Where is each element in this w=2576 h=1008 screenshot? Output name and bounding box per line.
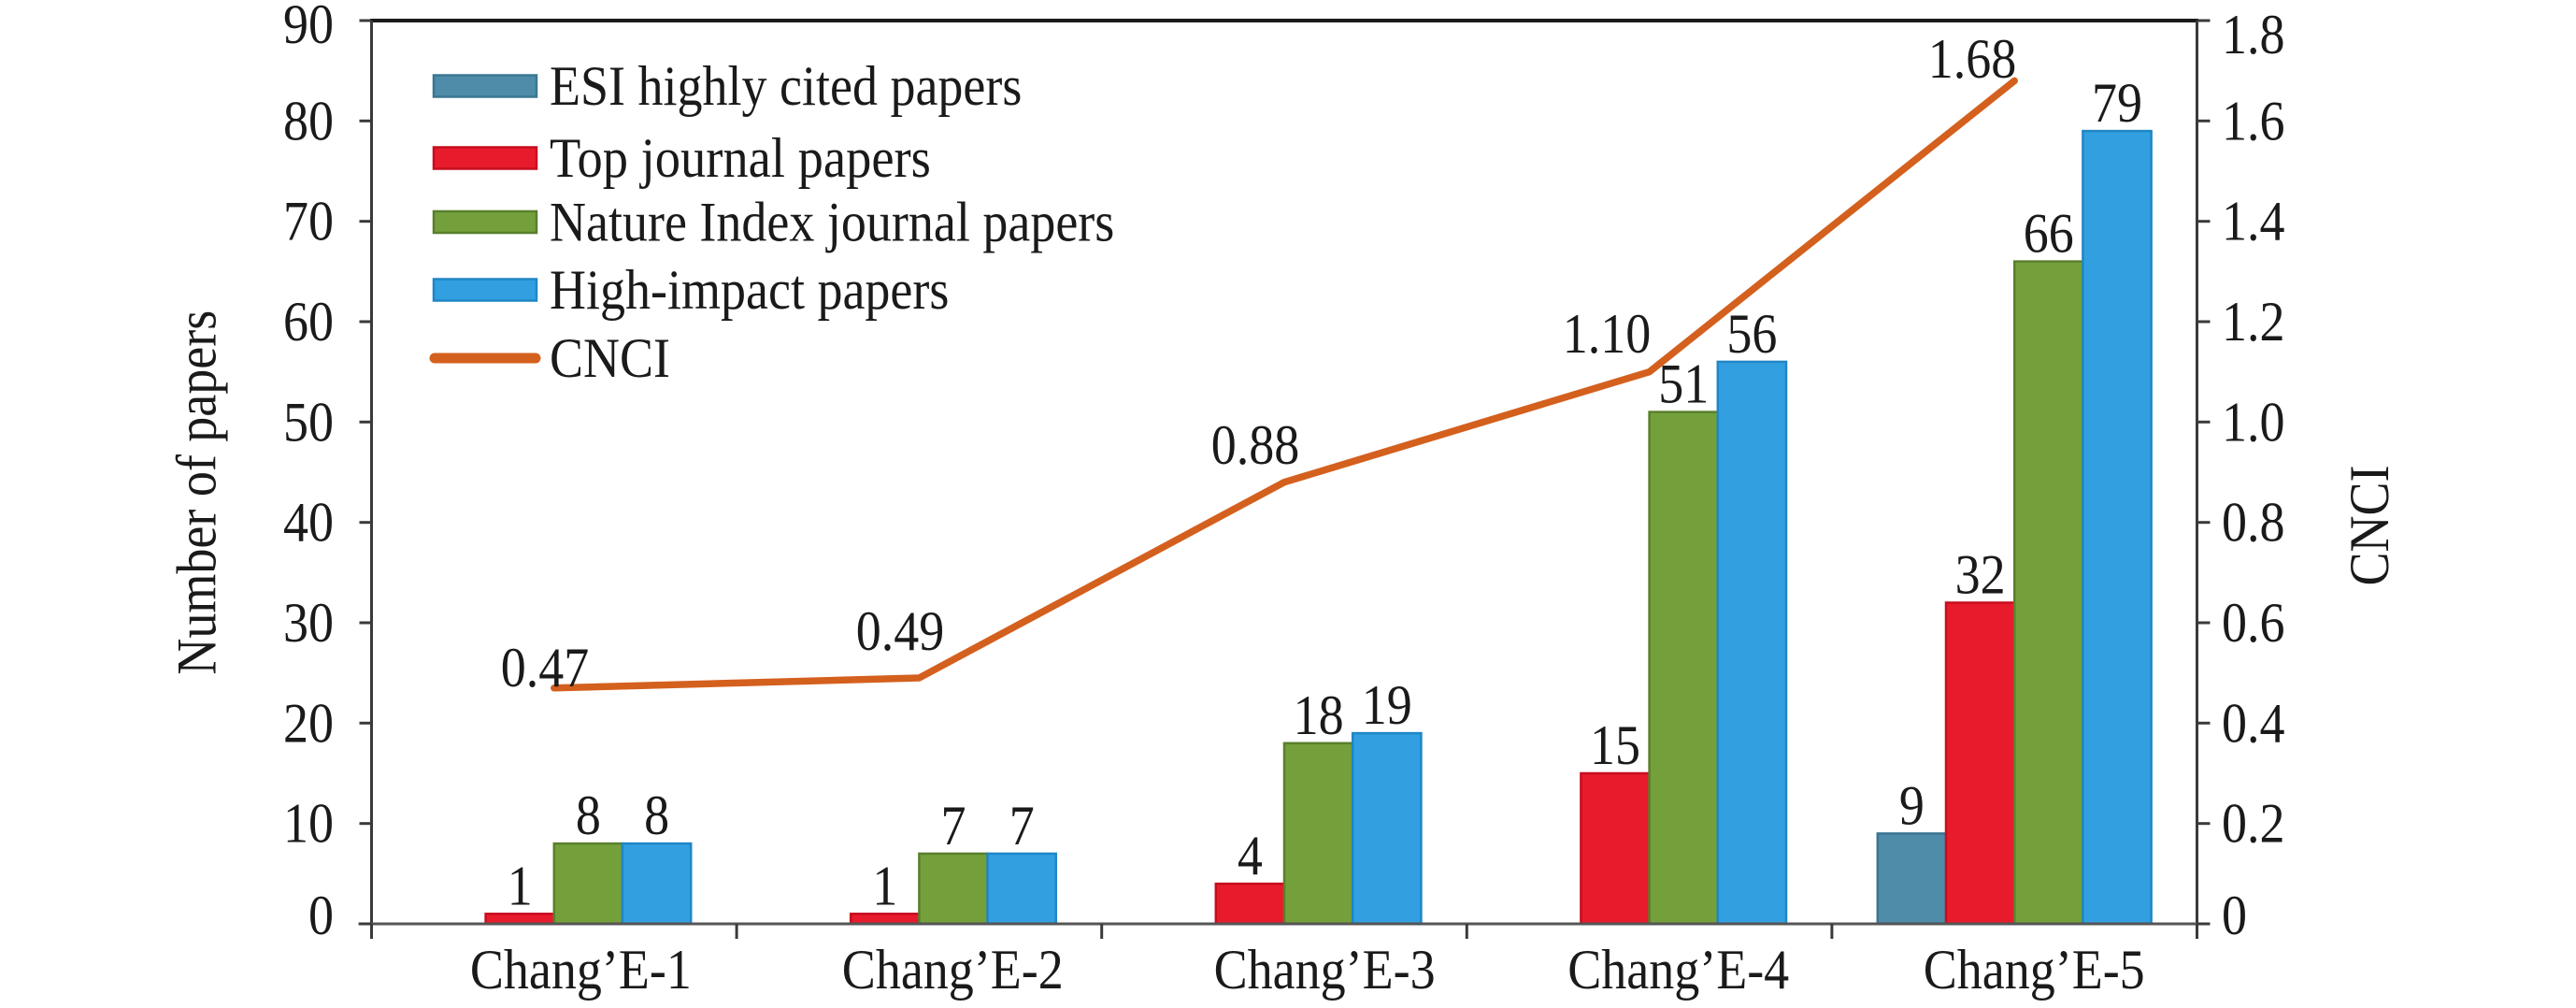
svg-text:0: 0 [2222, 885, 2247, 946]
svg-text:7: 7 [941, 795, 966, 857]
svg-text:79: 79 [2092, 72, 2142, 134]
svg-text:ESI highly cited papers: ESI highly cited papers [550, 55, 1022, 117]
svg-text:19: 19 [1362, 674, 1412, 736]
svg-text:90: 90 [283, 0, 334, 55]
svg-text:51: 51 [1658, 353, 1709, 415]
svg-text:Nature Index journal papers: Nature Index journal papers [550, 192, 1114, 253]
svg-text:32: 32 [1955, 544, 2006, 606]
svg-text:9: 9 [1899, 774, 1925, 836]
svg-text:1.8: 1.8 [2222, 4, 2285, 65]
svg-text:Chang’E-4: Chang’E-4 [1567, 939, 1789, 1001]
svg-text:66: 66 [2024, 203, 2074, 265]
svg-text:0.88: 0.88 [1211, 414, 1300, 476]
svg-text:Chang’E-2: Chang’E-2 [842, 939, 1064, 1001]
svg-text:0.49: 0.49 [856, 600, 945, 662]
svg-text:0.47: 0.47 [501, 637, 590, 698]
svg-text:8: 8 [644, 785, 669, 846]
svg-text:7: 7 [1009, 795, 1035, 857]
svg-text:40: 40 [283, 492, 334, 554]
svg-text:50: 50 [283, 391, 334, 453]
svg-text:1.6: 1.6 [2222, 90, 2285, 151]
svg-text:1: 1 [508, 855, 533, 916]
svg-text:CNCI: CNCI [550, 327, 670, 389]
svg-text:1.68: 1.68 [1928, 28, 2017, 90]
svg-text:8: 8 [576, 785, 601, 846]
svg-text:CNCI: CNCI [2339, 466, 2400, 586]
svg-text:Chang’E-1: Chang’E-1 [470, 939, 692, 1001]
svg-text:1.10: 1.10 [1563, 303, 1652, 365]
svg-text:4: 4 [1238, 825, 1263, 886]
svg-text:1: 1 [872, 855, 897, 916]
svg-text:1.4: 1.4 [2222, 191, 2285, 252]
svg-text:20: 20 [283, 692, 334, 754]
svg-text:Chang’E-3: Chang’E-3 [1214, 939, 1436, 1001]
svg-text:60: 60 [283, 291, 334, 353]
svg-text:Top journal papers: Top journal papers [550, 127, 931, 189]
svg-text:0.2: 0.2 [2222, 793, 2285, 855]
svg-text:10: 10 [283, 793, 334, 855]
svg-text:0.4: 0.4 [2222, 692, 2285, 754]
svg-text:80: 80 [283, 90, 334, 151]
svg-text:30: 30 [283, 592, 334, 654]
svg-text:18: 18 [1294, 684, 1344, 746]
svg-text:1.0: 1.0 [2222, 391, 2285, 453]
svg-text:15: 15 [1590, 714, 1640, 776]
svg-text:Number of papers: Number of papers [166, 310, 228, 675]
svg-text:0.6: 0.6 [2222, 592, 2285, 654]
svg-text:0.8: 0.8 [2222, 492, 2285, 554]
svg-text:High-impact papers: High-impact papers [550, 259, 949, 321]
svg-text:56: 56 [1726, 303, 1777, 365]
svg-text:1.2: 1.2 [2222, 291, 2285, 353]
svg-text:70: 70 [283, 191, 334, 252]
svg-text:Chang’E-5: Chang’E-5 [1924, 939, 2145, 1001]
svg-text:0: 0 [308, 885, 334, 946]
